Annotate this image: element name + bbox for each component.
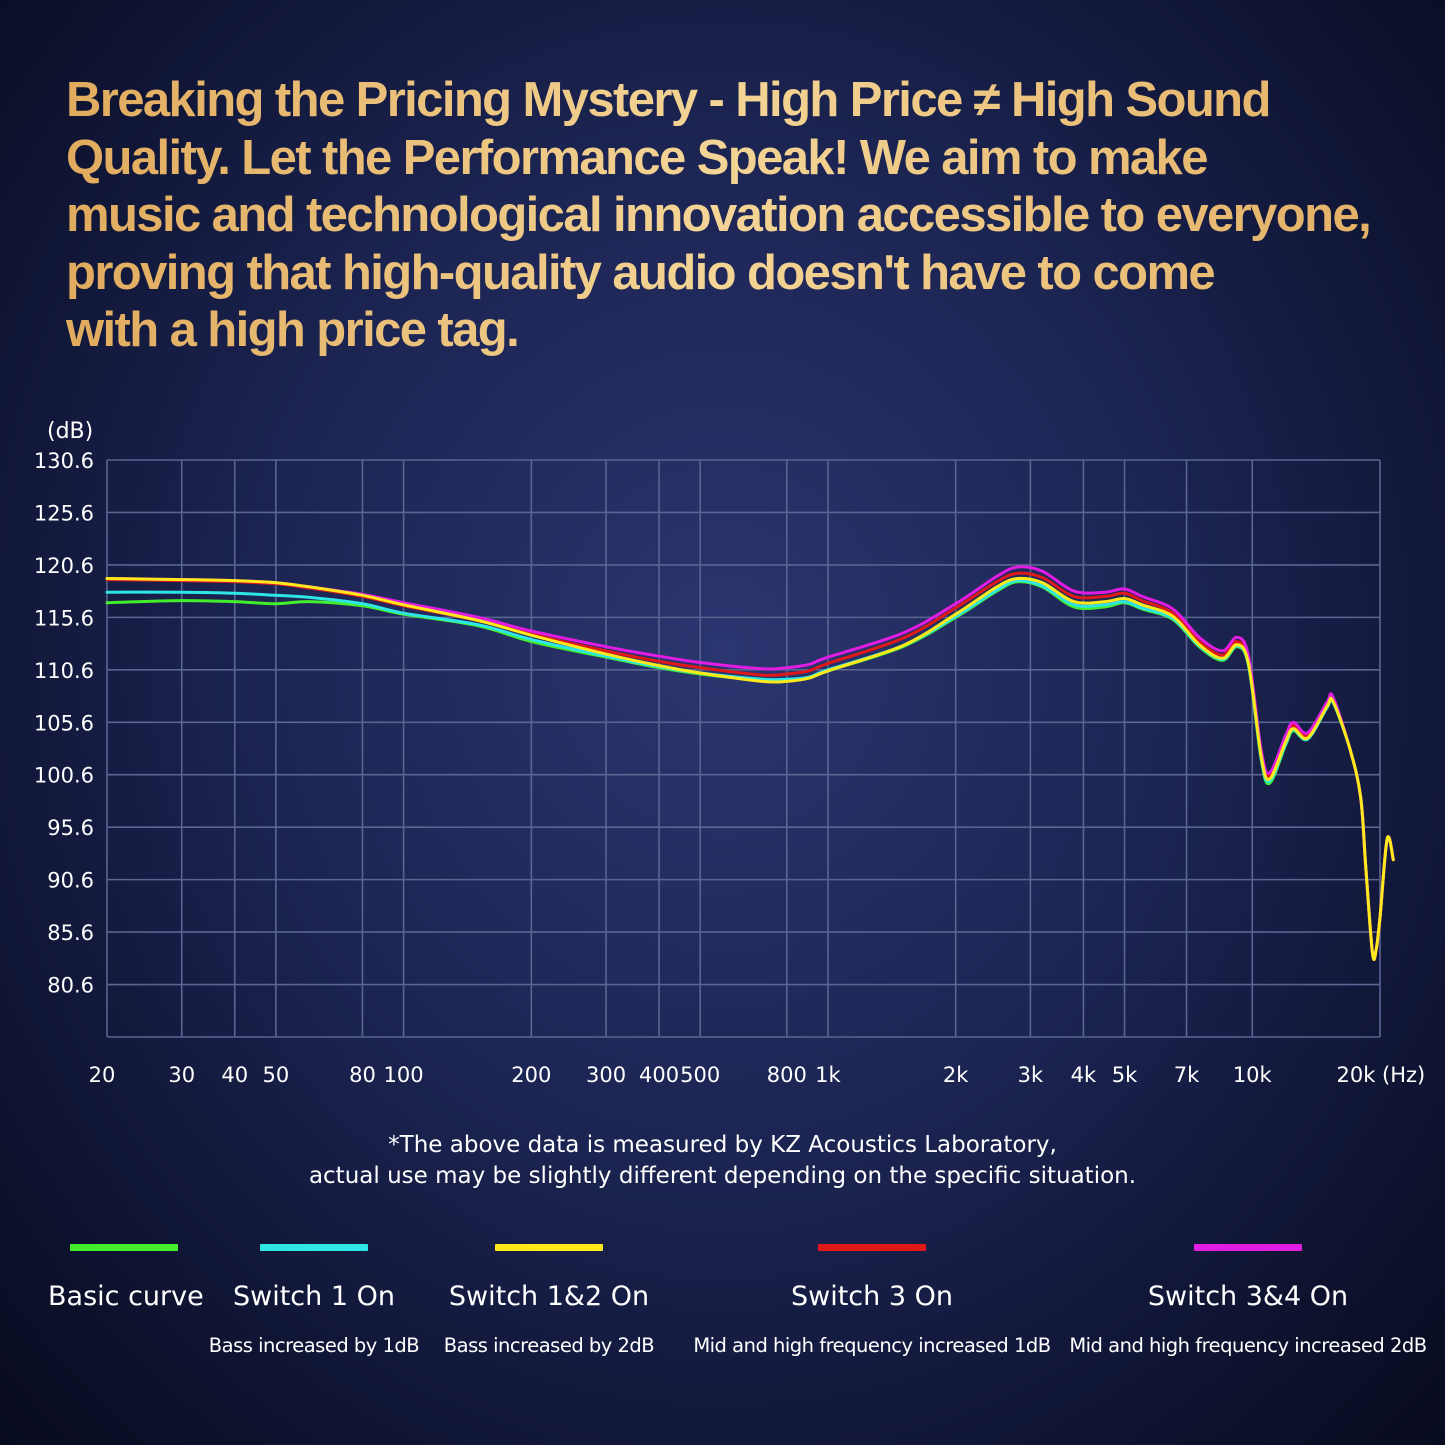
x-tick-label: 4k bbox=[1071, 1063, 1097, 1087]
y-tick-label: 80.6 bbox=[47, 974, 94, 998]
x-tick-label: 40 bbox=[221, 1063, 248, 1087]
y-tick-label: 130.6 bbox=[34, 449, 94, 473]
y-tick-label: 120.6 bbox=[34, 554, 94, 578]
x-tick-label: 500 bbox=[680, 1063, 720, 1087]
x-tick-label: 300 bbox=[586, 1063, 626, 1087]
measurement-footnote: *The above data is measured by KZ Acoust… bbox=[0, 1130, 1445, 1192]
footnote-line-1: *The above data is measured by KZ Acoust… bbox=[388, 1132, 1057, 1158]
x-tick-label: 20k bbox=[1337, 1063, 1377, 1087]
legend-name: Switch 3&4 On bbox=[1147, 1281, 1349, 1312]
x-tick-label: 100 bbox=[384, 1063, 424, 1087]
series-line-switch-3-4-on bbox=[105, 565, 1395, 961]
x-tick-label: 7k bbox=[1174, 1063, 1200, 1087]
y-axis-unit-label: (dB) bbox=[47, 419, 93, 444]
y-tick-label: 85.6 bbox=[47, 921, 94, 945]
x-tick-label: 5k bbox=[1112, 1063, 1138, 1087]
legend-swatch bbox=[818, 1244, 926, 1251]
x-tick-label: 20 bbox=[89, 1063, 116, 1087]
chart-series bbox=[105, 565, 1395, 961]
frequency-response-chart: (dB) (Hz) 130.6 125.6 120.6 115.6 110.6 105.6… bbox=[34, 419, 1425, 1087]
legend-item-switch-3: Switch 3 On Mid and high frequency incre… bbox=[682, 1244, 1062, 1357]
series-line-switch-1-2-on bbox=[105, 576, 1395, 961]
legend-swatch bbox=[495, 1244, 603, 1251]
legend-swatch bbox=[1194, 1244, 1302, 1251]
legend-swatch bbox=[260, 1244, 368, 1251]
y-tick-label: 115.6 bbox=[34, 606, 94, 630]
legend-name: Basic curve bbox=[48, 1281, 204, 1312]
y-tick-label: 110.6 bbox=[34, 659, 94, 683]
legend-name: Switch 1 On bbox=[233, 1281, 395, 1312]
legend-description: Mid and high frequency increased 1dB bbox=[693, 1334, 1051, 1357]
chart-labels: (dB) (Hz) 130.6 125.6 120.6 115.6 110.6 105.6… bbox=[34, 419, 1425, 1087]
legend-item-basic-curve: Basic curve bbox=[48, 1244, 204, 1312]
y-tick-label: 95.6 bbox=[47, 816, 94, 840]
legend-description: Bass increased by 2dB bbox=[443, 1334, 655, 1357]
legend-description: Mid and high frequency increased 2dB bbox=[1069, 1334, 1427, 1357]
y-tick-label: 105.6 bbox=[34, 711, 94, 735]
legend-name: Switch 1&2 On bbox=[448, 1281, 650, 1312]
y-tick-label: 100.6 bbox=[34, 764, 94, 788]
y-tick-label: 90.6 bbox=[47, 869, 94, 893]
legend-item-switch-3-4: Switch 3&4 On Mid and high frequency inc… bbox=[1058, 1244, 1438, 1357]
x-tick-label: 200 bbox=[511, 1063, 551, 1087]
x-tick-label: 10k bbox=[1233, 1063, 1273, 1087]
y-tick-label: 125.6 bbox=[34, 501, 94, 525]
x-tick-label: 3k bbox=[1018, 1063, 1044, 1087]
chart-grid bbox=[106, 459, 1381, 1038]
legend-item-switch-1: Switch 1 On Bass increased by 1dB bbox=[200, 1244, 428, 1357]
legend-description: Bass increased by 1dB bbox=[208, 1334, 420, 1357]
x-tick-label: 400 bbox=[639, 1063, 679, 1087]
x-tick-label: 2k bbox=[943, 1063, 969, 1087]
legend-swatch bbox=[70, 1244, 178, 1251]
legend-item-switch-1-2: Switch 1&2 On Bass increased by 2dB bbox=[432, 1244, 666, 1357]
legend-name: Switch 3 On bbox=[791, 1281, 953, 1312]
x-axis-unit-label: (Hz) bbox=[1382, 1063, 1425, 1087]
x-tick-label: 50 bbox=[262, 1063, 289, 1087]
series-line-switch-3-on bbox=[105, 571, 1395, 961]
x-tick-label: 1k bbox=[815, 1063, 841, 1087]
x-tick-label: 800 bbox=[767, 1063, 807, 1087]
x-tick-label: 30 bbox=[168, 1063, 195, 1087]
x-tick-label: 80 bbox=[349, 1063, 376, 1087]
footnote-line-2: actual use may be slightly different dep… bbox=[308, 1163, 1137, 1189]
